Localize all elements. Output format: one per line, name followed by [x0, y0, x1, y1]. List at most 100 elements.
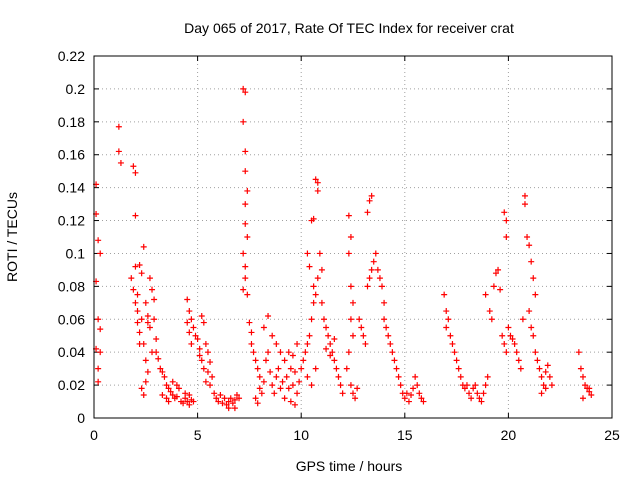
data-point [132, 169, 139, 176]
data-point [499, 332, 506, 339]
data-point [366, 275, 373, 282]
data-point [314, 187, 321, 194]
data-point [443, 308, 450, 315]
data-point [207, 359, 214, 366]
data-point [211, 390, 218, 397]
data-point [356, 316, 363, 323]
data-point [401, 395, 408, 402]
data-point [352, 395, 359, 402]
data-point [285, 385, 292, 392]
data-point [453, 357, 460, 364]
data-point [410, 385, 417, 392]
data-point [161, 373, 168, 380]
data-point [403, 390, 410, 397]
data-point [503, 234, 510, 240]
data-point [387, 340, 394, 347]
data-point [184, 398, 191, 405]
data-point [395, 373, 402, 380]
data-point [256, 373, 263, 380]
data-point [144, 312, 151, 319]
data-point [536, 365, 543, 372]
data-point [308, 316, 315, 323]
data-point [252, 357, 259, 364]
data-point [198, 357, 205, 364]
data-point [418, 395, 425, 402]
data-point [441, 291, 448, 298]
data-point [331, 357, 338, 364]
data-point [300, 357, 307, 364]
data-point [347, 382, 354, 389]
data-point [495, 266, 502, 273]
data-point [362, 340, 369, 347]
data-point [532, 291, 539, 298]
data-point [186, 401, 193, 408]
data-point [95, 378, 102, 385]
data-point [95, 316, 102, 323]
data-point [240, 286, 247, 293]
data-point [302, 349, 309, 356]
data-point [200, 365, 207, 372]
y-tick-label: 0 [77, 410, 85, 426]
data-point [480, 390, 487, 397]
data-point [246, 319, 253, 326]
data-point [497, 286, 504, 293]
data-point [169, 391, 176, 398]
data-point [327, 340, 334, 347]
data-point [231, 405, 238, 412]
data-point [484, 373, 491, 380]
data-point [163, 382, 170, 389]
data-point [262, 357, 269, 364]
data-point [140, 243, 147, 250]
data-point [532, 349, 539, 356]
data-point [242, 89, 249, 96]
data-point [273, 340, 280, 347]
data-point [184, 296, 191, 303]
x-tick-label: 20 [501, 427, 517, 443]
data-point [221, 395, 228, 402]
data-point [538, 373, 545, 380]
data-point [482, 382, 489, 389]
data-point [198, 312, 205, 319]
data-point [269, 382, 276, 389]
y-tick-label: 0.08 [58, 278, 85, 294]
data-point [521, 192, 528, 199]
y-tick-label: 0.18 [58, 114, 85, 130]
data-point [447, 332, 454, 339]
x-tick-label: 5 [194, 427, 202, 443]
data-point [146, 275, 153, 282]
data-point [136, 261, 143, 268]
data-point [312, 176, 319, 183]
data-point [511, 340, 518, 347]
data-point [163, 395, 170, 402]
data-point [294, 340, 301, 347]
data-point [273, 373, 280, 380]
data-point [381, 299, 388, 306]
data-point [449, 340, 456, 347]
data-point [217, 391, 224, 398]
data-point [325, 332, 332, 339]
data-point [548, 382, 555, 389]
data-point [503, 349, 510, 356]
y-tick-label: 0.22 [58, 48, 85, 64]
data-point [521, 201, 528, 208]
data-point [308, 382, 315, 389]
data-point [231, 396, 238, 403]
y-tick-label: 0.04 [58, 344, 85, 360]
data-point [250, 349, 257, 356]
data-point [368, 266, 375, 273]
data-point [501, 340, 508, 347]
data-point [287, 365, 294, 372]
data-point [345, 349, 352, 356]
data-point [513, 349, 520, 356]
data-point [130, 163, 137, 170]
data-point [339, 390, 346, 397]
x-tick-label: 25 [604, 427, 620, 443]
data-point [314, 179, 321, 186]
data-point [329, 349, 336, 356]
data-point [579, 395, 586, 402]
y-tick-labels: 0 0.02 0.04 0.06 0.08 0.1 0.12 0.14 0.16 0.18 0.2 0… [58, 48, 612, 426]
data-point [372, 250, 379, 257]
data-point [182, 390, 189, 397]
data-point [524, 234, 531, 240]
